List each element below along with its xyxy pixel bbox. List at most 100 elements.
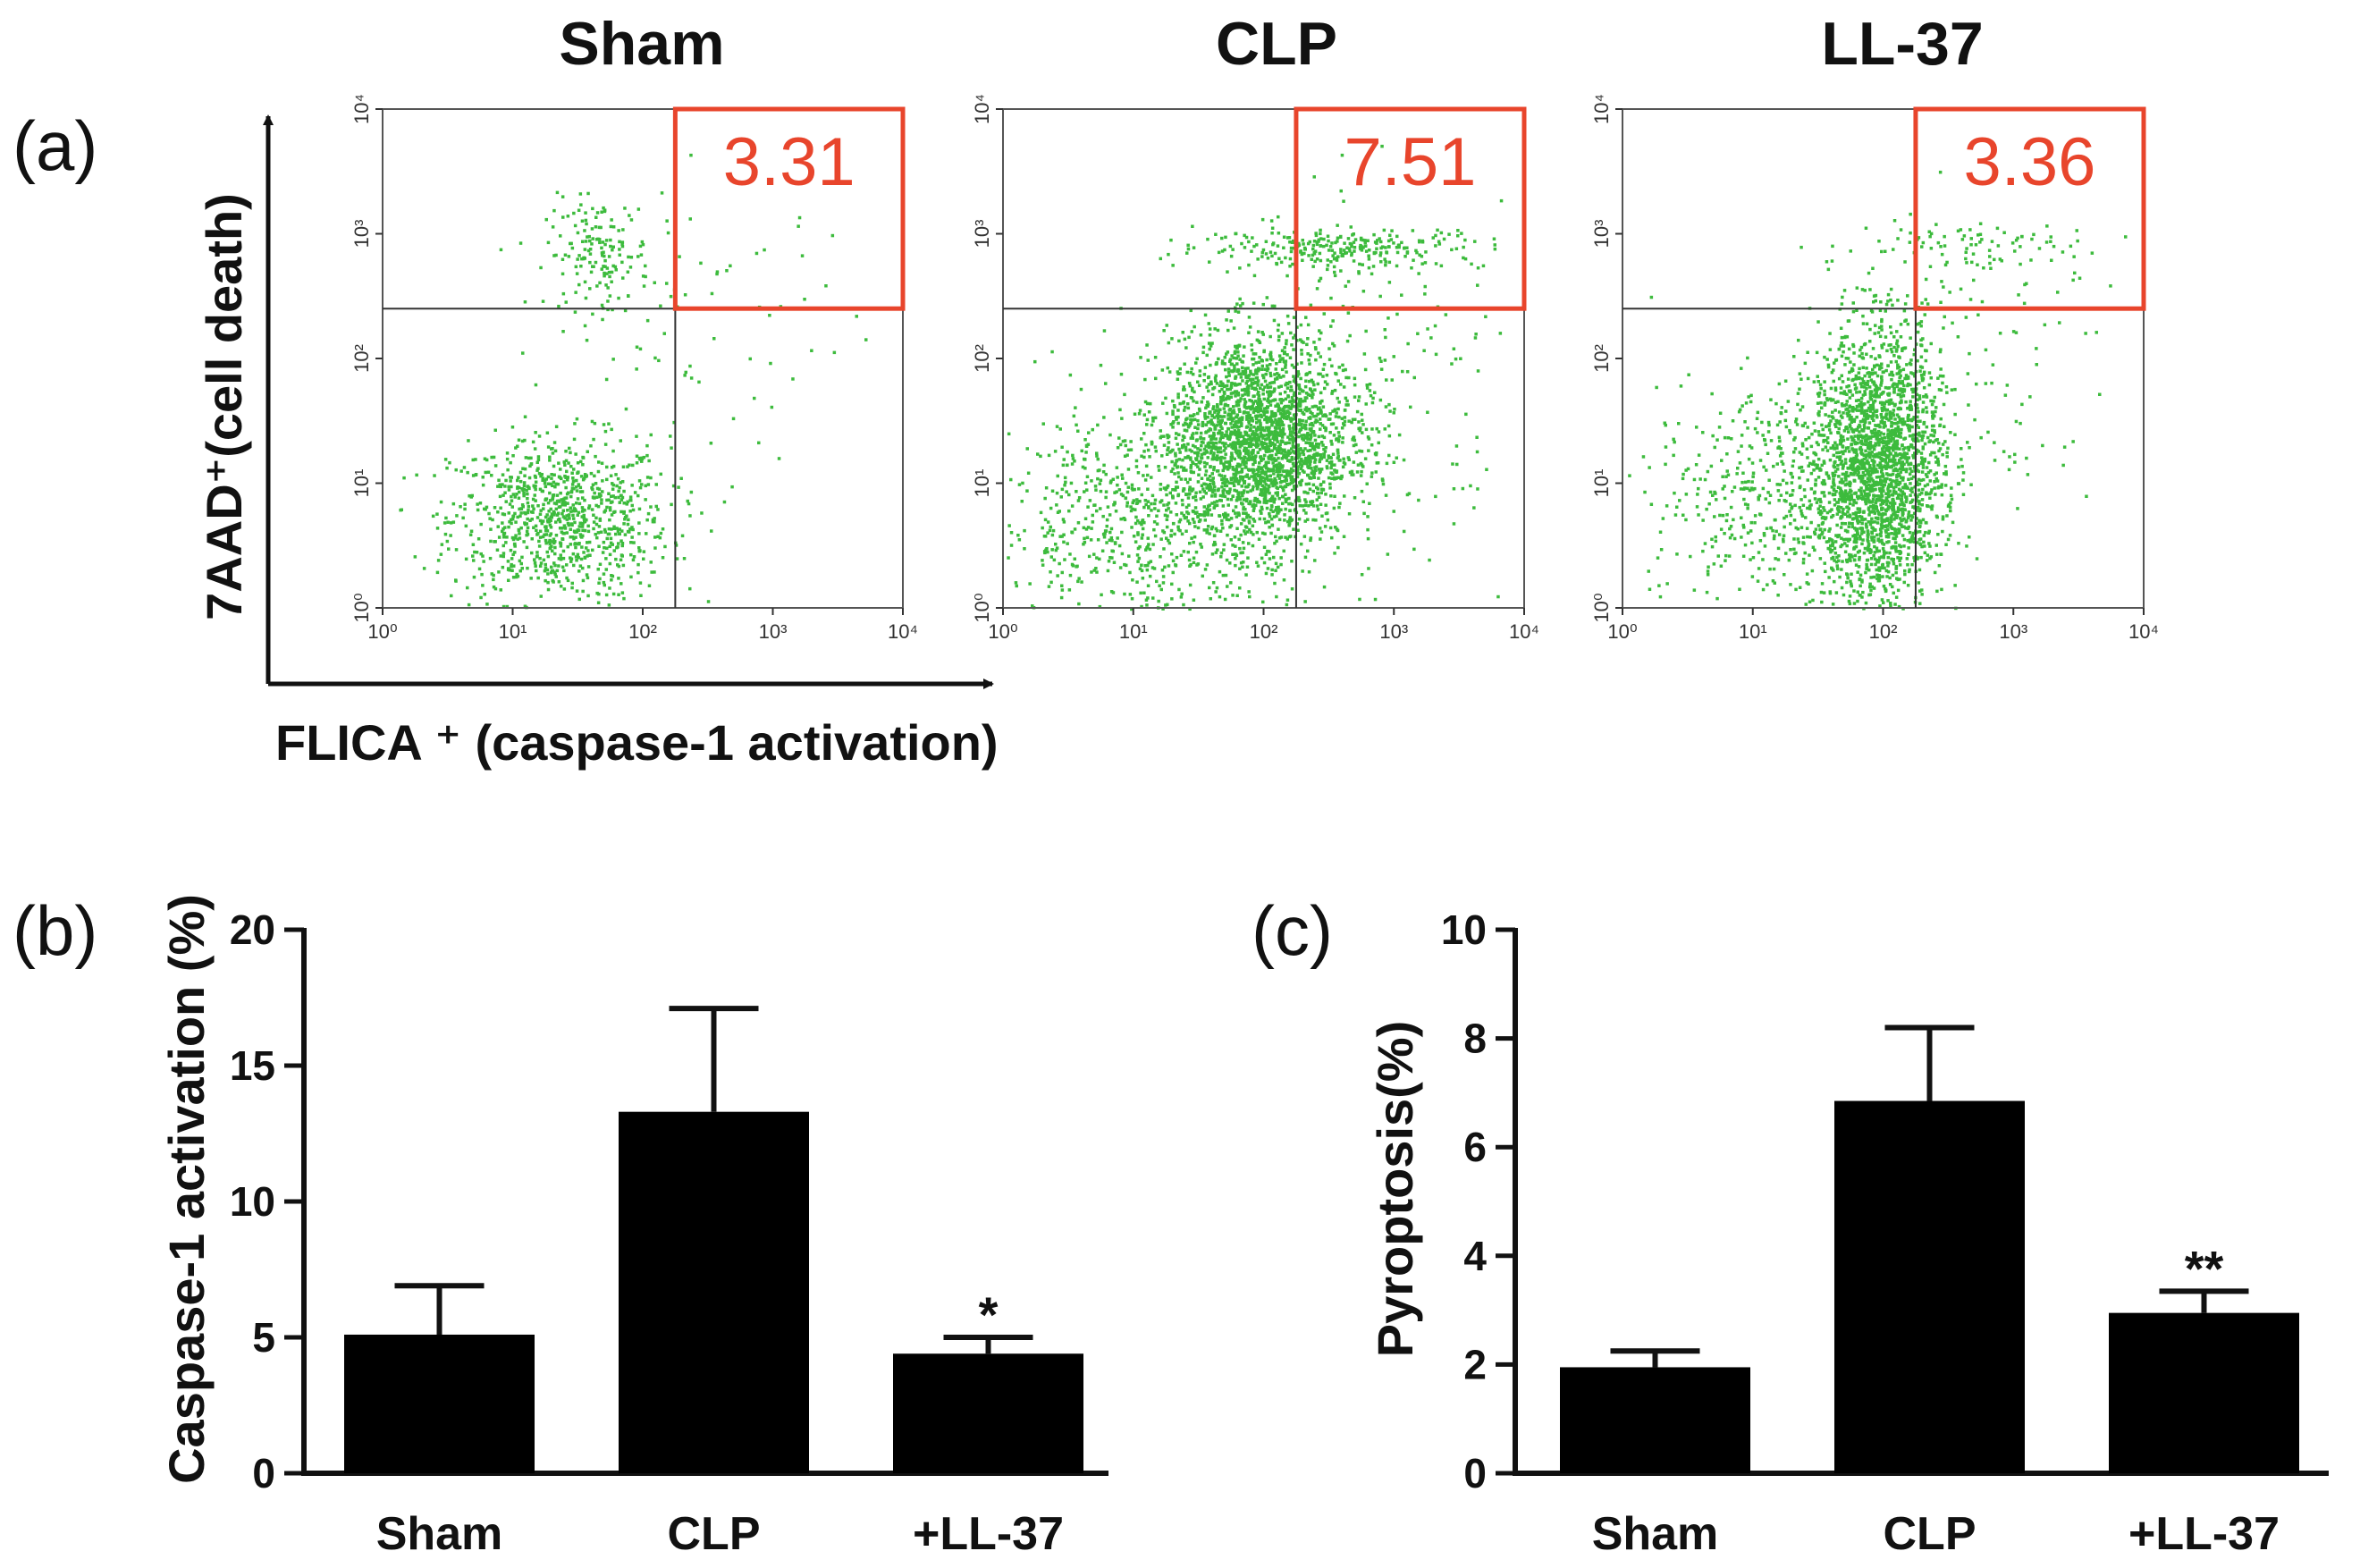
flow-dot (1366, 239, 1370, 242)
flow-dot (1268, 371, 1272, 375)
flow-dot (1017, 483, 1022, 486)
flow-dot (1066, 542, 1069, 545)
flow-dot (1277, 505, 1280, 510)
flow-dot (1312, 240, 1317, 243)
flow-dot (496, 525, 500, 528)
flow-dot (1224, 452, 1227, 456)
flow-dot (1247, 263, 1251, 267)
flow-dot (1259, 455, 1262, 459)
flow-dot (626, 522, 630, 527)
flow-dot (1380, 144, 1384, 148)
flow-dot (563, 463, 567, 467)
flow-dot (1499, 198, 1504, 203)
flow-dot (1281, 357, 1285, 360)
flow-dot (566, 502, 569, 505)
flow-dot (627, 518, 630, 522)
flow-dot (1171, 570, 1175, 575)
flow-dot (1310, 471, 1313, 476)
flow-dot (1249, 418, 1253, 422)
flow-dot (1169, 238, 1173, 242)
flow-dot (688, 364, 692, 368)
flow-dot (548, 538, 552, 543)
flow-dot (1272, 472, 1276, 476)
flow-dot (1305, 396, 1309, 400)
flow-dot (620, 544, 624, 548)
flow-dot (642, 455, 646, 459)
flow-dot (1348, 249, 1352, 253)
flow-dot (1243, 489, 1246, 493)
flow-dot (541, 299, 545, 303)
flow-dot (1205, 353, 1209, 358)
flow-dot (1056, 574, 1059, 577)
flow-dot (1871, 434, 1875, 438)
flow-dot (1281, 399, 1285, 402)
flow-dot (518, 559, 522, 563)
flow-dot (1233, 488, 1236, 493)
flow-dot (459, 469, 463, 473)
flow-dot (1454, 247, 1459, 250)
flow-dot (1186, 247, 1191, 251)
flow-dot (1275, 377, 1279, 381)
flow-dot (552, 580, 555, 584)
flow-dot (594, 522, 599, 527)
flow-dot (1330, 476, 1334, 480)
flow-dot (1271, 484, 1275, 488)
flow-dot (575, 559, 578, 562)
flow-dot (620, 495, 625, 500)
flow-dot (1226, 387, 1229, 392)
flow-dot (1186, 406, 1191, 410)
flow-dot (1164, 487, 1167, 492)
flow-dot (1274, 561, 1278, 566)
flow-dot (1226, 417, 1230, 421)
flow-dot (659, 531, 663, 535)
flow-dot (1215, 458, 1219, 461)
flow-dot (1193, 525, 1197, 528)
flow-dot (1260, 426, 1263, 430)
flow-dot (1223, 515, 1226, 519)
flow-dot (1352, 259, 1356, 263)
flow-dot (1214, 232, 1218, 236)
flow-dot (1206, 442, 1210, 446)
flow-dot (1331, 452, 1336, 456)
flow-dot (1281, 428, 1285, 432)
flow-dot (511, 515, 515, 518)
flow-dot (1395, 234, 1399, 239)
flow-dot (1329, 296, 1333, 300)
flow-dot (567, 461, 570, 465)
flow-dot (511, 454, 515, 458)
flow-dot (1183, 405, 1187, 409)
flow-dot (577, 484, 580, 487)
flow-dot (1175, 555, 1179, 560)
flow-dot (1412, 547, 1416, 552)
flow-dot (1254, 481, 1258, 485)
flow-dot (1274, 367, 1277, 371)
flow-dot (1280, 415, 1284, 418)
flow-dot (1311, 483, 1316, 487)
flow-dot (612, 549, 616, 552)
flow-dot (1384, 246, 1387, 249)
flow-dot (1283, 416, 1286, 419)
flow-dot (1144, 464, 1149, 468)
flow-dot (1176, 372, 1180, 375)
flow-dot (1265, 476, 1269, 481)
flow-dot (1302, 452, 1306, 457)
flow-dot (1216, 548, 1219, 552)
flow-dot (1288, 516, 1293, 519)
flow-dot (1219, 499, 1223, 502)
flow-dot (1201, 437, 1206, 441)
flow-dot (1234, 433, 1237, 436)
flow-dot (535, 528, 538, 533)
flow-dot (1306, 449, 1310, 452)
flow-dot (1993, 441, 1996, 444)
flow-dot (1907, 546, 1910, 550)
flow-dot (611, 487, 615, 491)
flow-dot (1865, 367, 1868, 370)
flow-dot (602, 265, 605, 268)
flow-dot (1360, 469, 1363, 474)
flow-dot (1434, 233, 1437, 238)
flow-dot (1450, 248, 1454, 252)
flow-dot (1889, 602, 1892, 605)
flow-title-ll37: LL-37 (1821, 10, 1983, 78)
flow-dot (1169, 528, 1174, 533)
flow-dot (1801, 444, 1805, 448)
